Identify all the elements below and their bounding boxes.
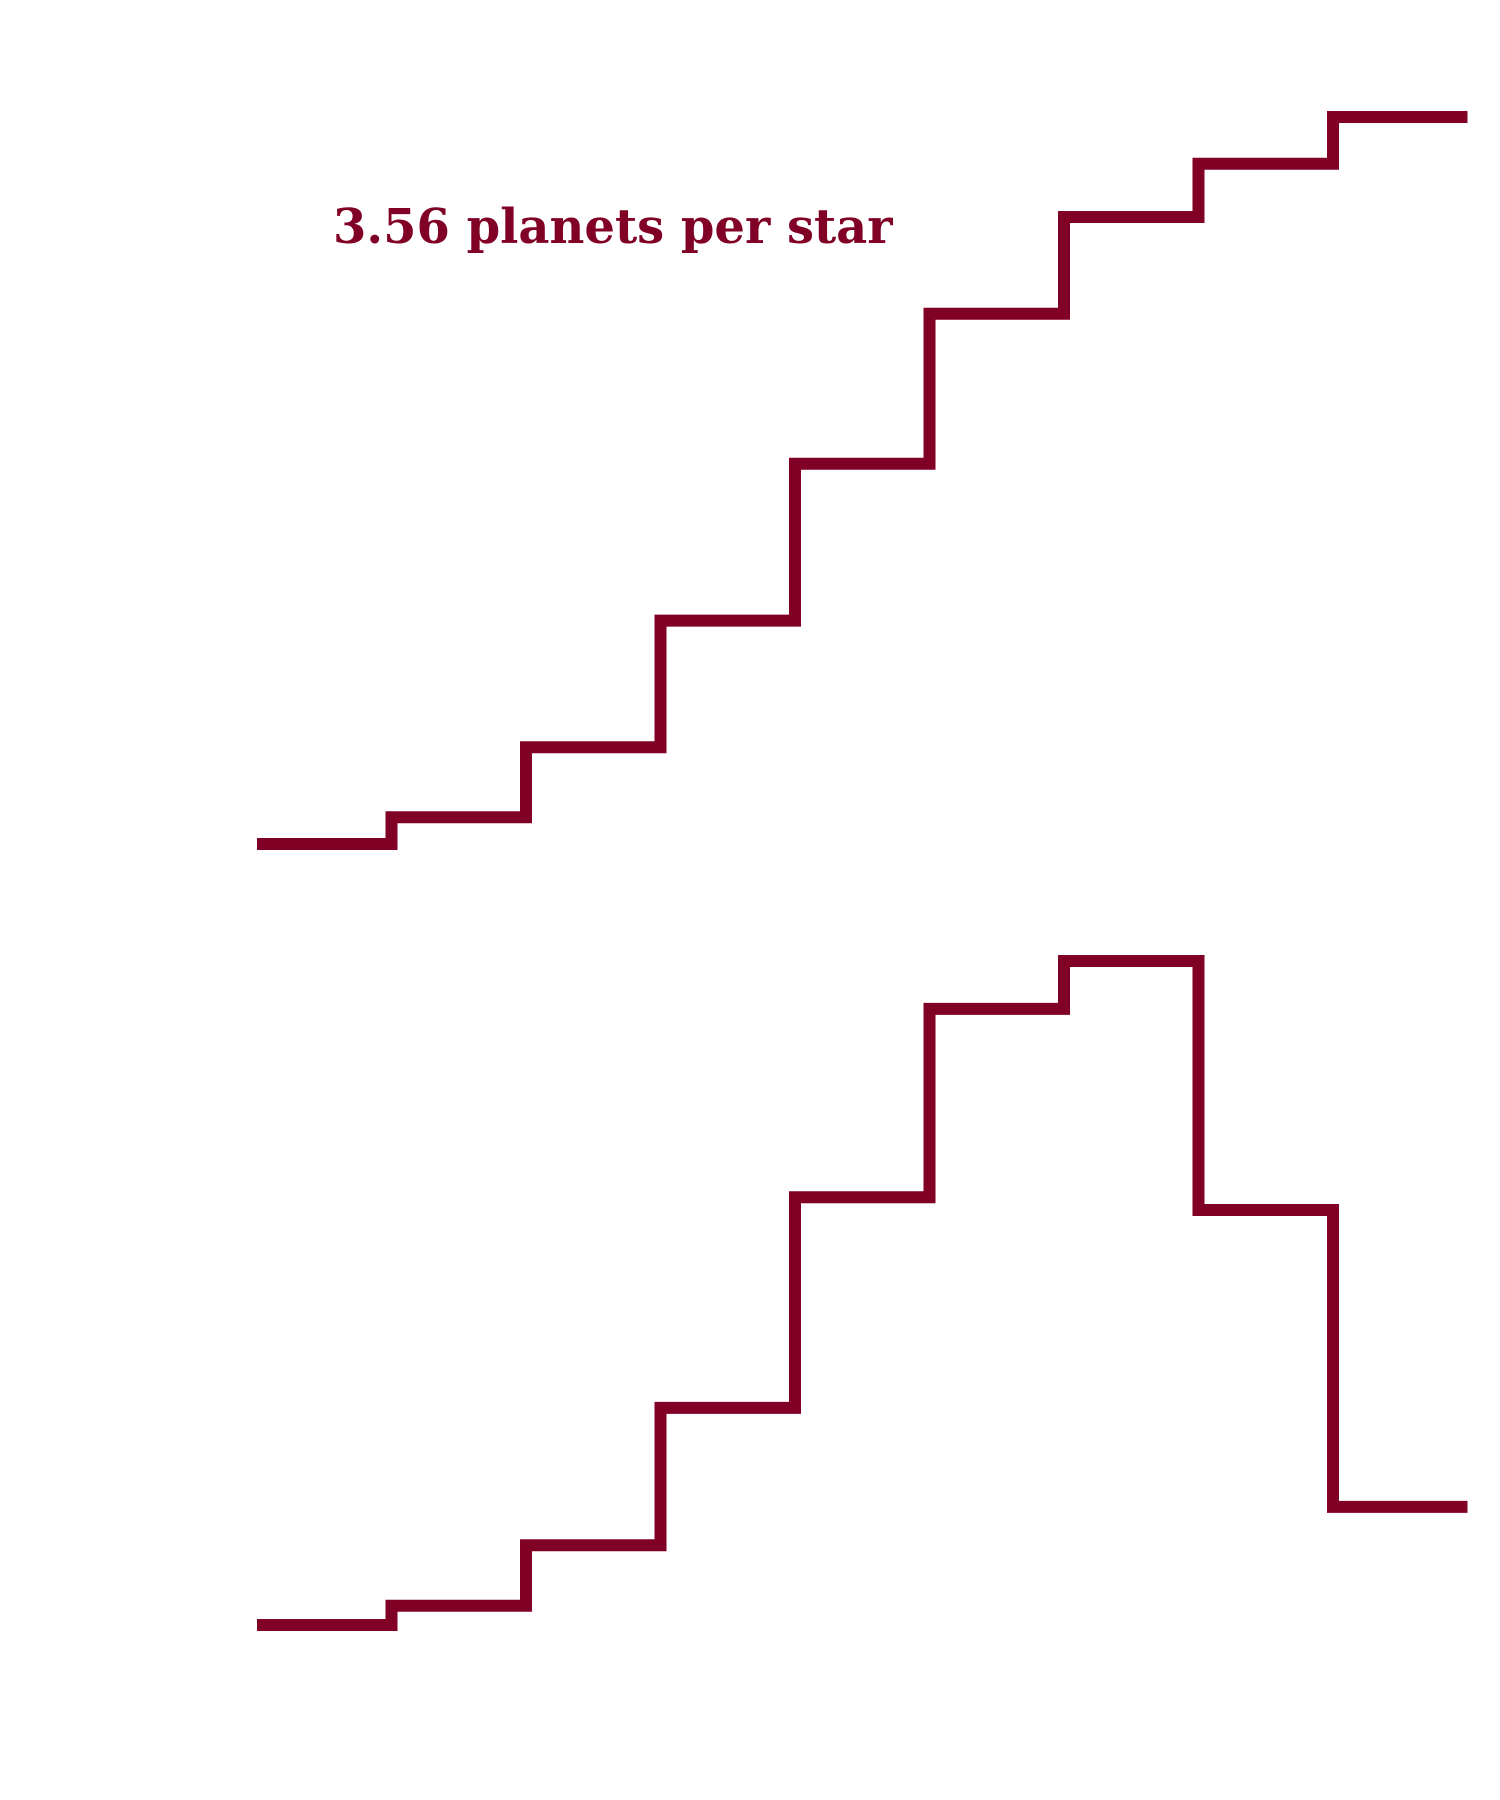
- bottom-panel: [257, 955, 1468, 1631]
- planets-per-star-annotation: 3.56 planets per star: [333, 199, 893, 255]
- top-panel: 3.56 planets per star: [257, 111, 1468, 850]
- top-step-line: [257, 111, 1468, 850]
- bottom-step-line: [257, 955, 1468, 1631]
